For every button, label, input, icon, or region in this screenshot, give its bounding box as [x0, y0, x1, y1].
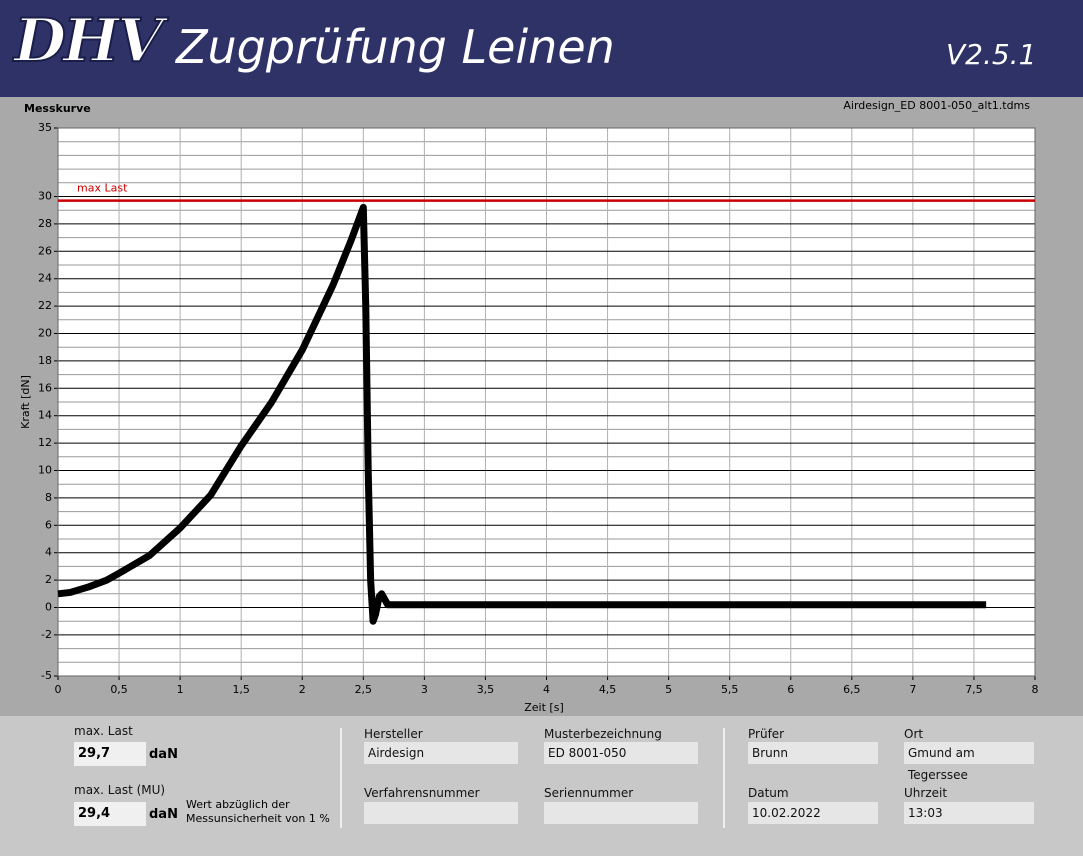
- logo: DHV: [13, 5, 164, 77]
- x-tick-label: 1,5: [232, 683, 250, 696]
- field-label: max. Last (MU): [74, 783, 166, 797]
- x-tick-label: 3: [421, 683, 428, 696]
- x-axis-label: Zeit [s]: [524, 701, 563, 714]
- unit: daN: [149, 807, 178, 822]
- app-title: Zugprüfung Leinen: [176, 20, 615, 74]
- y-tick-label: 22: [38, 299, 52, 312]
- y-tick-label: 12: [38, 436, 52, 449]
- field-value: Airdesign: [364, 742, 518, 764]
- x-tick-label: 5,5: [721, 683, 739, 696]
- y-axis-label: Kraft [dN]: [19, 375, 32, 429]
- field-label: Verfahrensnummer: [364, 786, 480, 800]
- y-tick-label: 30: [38, 190, 52, 203]
- plot-border: [57, 127, 1036, 677]
- chart: Messkurve Airdesign_ED 8001-050_alt1.tdm…: [19, 99, 1039, 714]
- field-label: Datum: [748, 786, 789, 800]
- field-value: 13:03: [904, 802, 1034, 824]
- field-label: Ort: [904, 727, 924, 741]
- y-tick-label: 0: [45, 601, 52, 614]
- x-tick-label: 4: [543, 683, 550, 696]
- field-value: Gmund am Tegerssee: [904, 742, 1034, 782]
- unit: daN: [149, 747, 178, 762]
- x-tick-label: 7,5: [965, 683, 983, 696]
- field-label: Prüfer: [748, 727, 785, 741]
- x-tick-label: 5: [665, 683, 672, 696]
- x-tick-label: 1: [177, 683, 184, 696]
- header: DHV Zugprüfung Leinen V2.5.1: [0, 0, 1083, 97]
- x-tick-label: 3,5: [477, 683, 495, 696]
- field-value: 29,4: [74, 802, 146, 826]
- y-tick-label: -2: [41, 628, 52, 641]
- field-label: max. Last: [74, 724, 133, 738]
- version: V2.5.1: [946, 38, 1037, 71]
- field-value: [364, 802, 518, 824]
- y-tick-label: 10: [38, 464, 52, 477]
- x-tick-label: 6,5: [843, 683, 861, 696]
- data-line: [57, 203, 987, 625]
- x-tick-label: 8: [1032, 683, 1039, 696]
- y-tick-label: 26: [38, 244, 52, 257]
- y-tick-label: 8: [45, 491, 52, 504]
- y-tick-label: 35: [38, 121, 52, 134]
- field-label: Musterbezeichnung: [544, 727, 662, 741]
- field-label: Uhrzeit: [904, 786, 948, 800]
- x-tick-label: 0,5: [110, 683, 128, 696]
- x-tick-label: 0: [55, 683, 62, 696]
- x-tick-label: 2,5: [355, 683, 373, 696]
- y-tick-label: 20: [38, 327, 52, 340]
- field-label: Hersteller: [364, 727, 423, 741]
- chart-title: Messkurve: [24, 102, 91, 115]
- file-name: Airdesign_ED 8001-050_alt1.tdms: [843, 99, 1030, 112]
- x-tick-label: 4,5: [599, 683, 617, 696]
- field-value: Brunn: [748, 742, 878, 764]
- field-value: [544, 802, 698, 824]
- separator: [340, 728, 342, 828]
- field-label: Seriennummer: [544, 786, 634, 800]
- y-tick-label: 4: [45, 546, 52, 559]
- y-tick-label: 2: [45, 573, 52, 586]
- y-tick-label: 6: [45, 518, 52, 531]
- reference-label: max Last: [77, 182, 128, 195]
- field-value: 10.02.2022: [748, 802, 878, 824]
- info-panel: max. Last 29,7 daN max. Last (MU) 29,4 d…: [0, 716, 1083, 856]
- note: Wert abzüglich der Messunsicherheit von …: [186, 798, 330, 825]
- y-tick-label: -5: [41, 669, 52, 682]
- y-tick-label: 24: [38, 272, 52, 285]
- separator: [723, 728, 725, 828]
- y-tick-label: 18: [38, 354, 52, 367]
- field-value: 29,7: [74, 742, 146, 766]
- field-value: ED 8001-050: [544, 742, 698, 764]
- x-tick-label: 2: [299, 683, 306, 696]
- y-tick-label: 16: [38, 381, 52, 394]
- y-tick-label: 14: [38, 409, 52, 422]
- x-tick-label: 7: [909, 683, 916, 696]
- x-tick-label: 6: [787, 683, 794, 696]
- y-tick-label: 28: [38, 217, 52, 230]
